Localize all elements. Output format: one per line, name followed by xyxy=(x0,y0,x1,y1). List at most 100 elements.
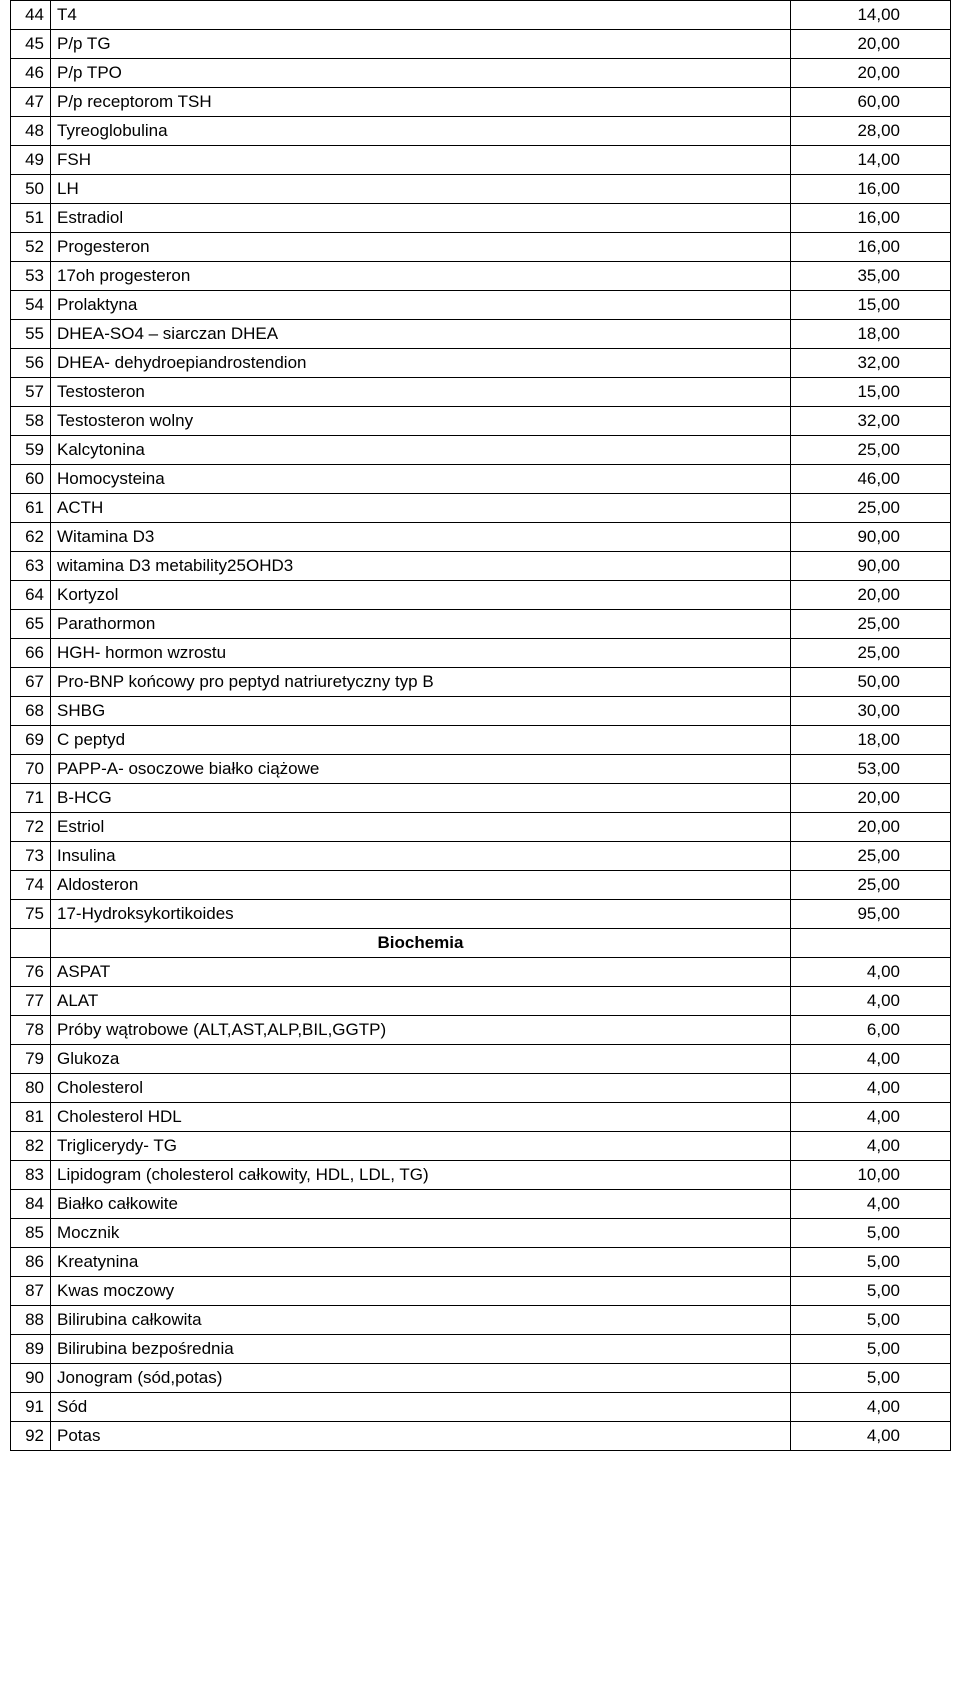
row-number: 89 xyxy=(11,1335,51,1364)
table-row: 82Triglicerydy- TG4,00 xyxy=(11,1132,951,1161)
row-name: C peptyd xyxy=(51,726,791,755)
table-row: 54Prolaktyna15,00 xyxy=(11,291,951,320)
row-value: 25,00 xyxy=(791,436,951,465)
row-name: Progesteron xyxy=(51,233,791,262)
row-number: 72 xyxy=(11,813,51,842)
table-row: 78Próby wątrobowe (ALT,AST,ALP,BIL,GGTP)… xyxy=(11,1016,951,1045)
row-number: 84 xyxy=(11,1190,51,1219)
row-value: 20,00 xyxy=(791,784,951,813)
row-value: 10,00 xyxy=(791,1161,951,1190)
row-value: 18,00 xyxy=(791,320,951,349)
row-value: 14,00 xyxy=(791,1,951,30)
table-row: 66HGH- hormon wzrostu25,00 xyxy=(11,639,951,668)
row-name: Homocysteina xyxy=(51,465,791,494)
table-row: 85Mocznik5,00 xyxy=(11,1219,951,1248)
table-row: Biochemia xyxy=(11,929,951,958)
table-row: 57Testosteron15,00 xyxy=(11,378,951,407)
row-name: Sód xyxy=(51,1393,791,1422)
table-row: 92Potas4,00 xyxy=(11,1422,951,1451)
row-name: P/p TPO xyxy=(51,59,791,88)
row-number: 83 xyxy=(11,1161,51,1190)
row-name: Cholesterol HDL xyxy=(51,1103,791,1132)
row-name: Estriol xyxy=(51,813,791,842)
row-number: 62 xyxy=(11,523,51,552)
table-row: 52Progesteron16,00 xyxy=(11,233,951,262)
row-value: 25,00 xyxy=(791,842,951,871)
row-name: Parathormon xyxy=(51,610,791,639)
row-name: Witamina D3 xyxy=(51,523,791,552)
row-value: 18,00 xyxy=(791,726,951,755)
row-number: 77 xyxy=(11,987,51,1016)
row-number: 85 xyxy=(11,1219,51,1248)
table-row: 60Homocysteina46,00 xyxy=(11,465,951,494)
row-number: 87 xyxy=(11,1277,51,1306)
row-number: 75 xyxy=(11,900,51,929)
row-value: 5,00 xyxy=(791,1335,951,1364)
row-value: 14,00 xyxy=(791,146,951,175)
row-number: 50 xyxy=(11,175,51,204)
row-name: Estradiol xyxy=(51,204,791,233)
table-row: 58Testosteron wolny32,00 xyxy=(11,407,951,436)
row-value: 35,00 xyxy=(791,262,951,291)
row-name: Kalcytonina xyxy=(51,436,791,465)
row-value: 28,00 xyxy=(791,117,951,146)
row-number: 69 xyxy=(11,726,51,755)
row-number: 46 xyxy=(11,59,51,88)
row-number: 57 xyxy=(11,378,51,407)
row-number: 63 xyxy=(11,552,51,581)
row-number: 88 xyxy=(11,1306,51,1335)
row-value: 15,00 xyxy=(791,291,951,320)
table-row: 56DHEA- dehydroepiandrostendion32,00 xyxy=(11,349,951,378)
row-name: Insulina xyxy=(51,842,791,871)
row-value: 32,00 xyxy=(791,407,951,436)
row-value: 6,00 xyxy=(791,1016,951,1045)
row-number: 61 xyxy=(11,494,51,523)
row-number: 45 xyxy=(11,30,51,59)
row-name: Białko całkowite xyxy=(51,1190,791,1219)
row-name: HGH- hormon wzrostu xyxy=(51,639,791,668)
table-row: 79Glukoza4,00 xyxy=(11,1045,951,1074)
row-number: 76 xyxy=(11,958,51,987)
table-row: 86Kreatynina5,00 xyxy=(11,1248,951,1277)
row-number: 91 xyxy=(11,1393,51,1422)
table-row: 88Bilirubina całkowita5,00 xyxy=(11,1306,951,1335)
table-row: 73Insulina25,00 xyxy=(11,842,951,871)
row-name: Tyreoglobulina xyxy=(51,117,791,146)
row-number: 81 xyxy=(11,1103,51,1132)
table-row: 89Bilirubina bezpośrednia5,00 xyxy=(11,1335,951,1364)
row-number: 52 xyxy=(11,233,51,262)
row-value: 95,00 xyxy=(791,900,951,929)
row-name: ASPAT xyxy=(51,958,791,987)
row-value: 4,00 xyxy=(791,1422,951,1451)
row-number: 82 xyxy=(11,1132,51,1161)
row-number: 80 xyxy=(11,1074,51,1103)
row-name: P/p receptorom TSH xyxy=(51,88,791,117)
row-value: 60,00 xyxy=(791,88,951,117)
row-name: Jonogram (sód,potas) xyxy=(51,1364,791,1393)
row-name: Aldosteron xyxy=(51,871,791,900)
row-value: 4,00 xyxy=(791,1074,951,1103)
row-name: Glukoza xyxy=(51,1045,791,1074)
table-row: 76ASPAT4,00 xyxy=(11,958,951,987)
row-name: SHBG xyxy=(51,697,791,726)
row-name: Testosteron xyxy=(51,378,791,407)
row-name: witamina D3 metability25OHD3 xyxy=(51,552,791,581)
row-number: 70 xyxy=(11,755,51,784)
row-name: Triglicerydy- TG xyxy=(51,1132,791,1161)
row-value: 4,00 xyxy=(791,987,951,1016)
table-row: 72Estriol20,00 xyxy=(11,813,951,842)
row-value: 20,00 xyxy=(791,59,951,88)
row-value: 46,00 xyxy=(791,465,951,494)
table-row: 77ALAT4,00 xyxy=(11,987,951,1016)
table-row: 84Białko całkowite4,00 xyxy=(11,1190,951,1219)
row-number: 60 xyxy=(11,465,51,494)
row-number: 64 xyxy=(11,581,51,610)
row-number: 92 xyxy=(11,1422,51,1451)
row-number: 71 xyxy=(11,784,51,813)
table-row: 46P/p TPO20,00 xyxy=(11,59,951,88)
table-row: 67Pro-BNP końcowy pro peptyd natriuretyc… xyxy=(11,668,951,697)
table-row: 45P/p TG20,00 xyxy=(11,30,951,59)
row-name: Kwas moczowy xyxy=(51,1277,791,1306)
row-value: 5,00 xyxy=(791,1364,951,1393)
row-number: 58 xyxy=(11,407,51,436)
